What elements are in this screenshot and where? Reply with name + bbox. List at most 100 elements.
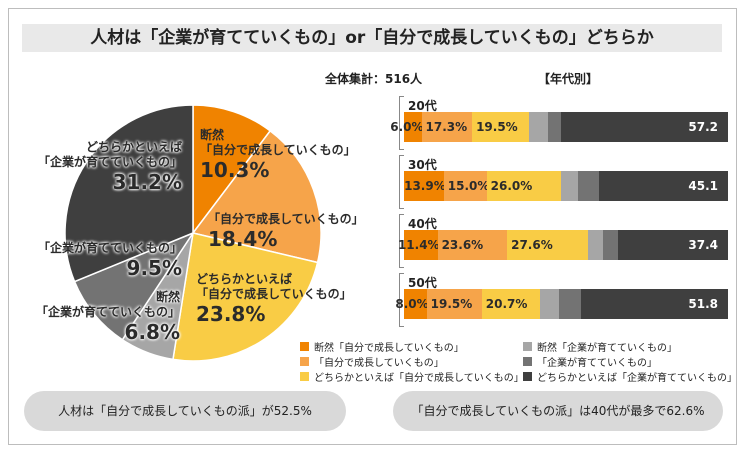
- bar-value-label: 8.0%: [395, 297, 429, 311]
- legend-label: 断然「企業が育てていくもの」: [537, 343, 677, 354]
- legend-label: 「企業が育てていくもの」: [537, 358, 657, 369]
- pie-slice-4-line-2: 「企業が育てていくもの」: [35, 305, 180, 319]
- by-age-label: 【年代別】: [538, 72, 599, 86]
- title-bar: [22, 24, 722, 52]
- bar-segment: 19.5%: [426, 289, 482, 319]
- legend-swatch: [300, 342, 309, 351]
- row-bracket: [399, 155, 404, 209]
- bar-segment: 57.2: [560, 112, 728, 142]
- bar-segment: 17.3%: [421, 112, 473, 142]
- summary-pill-left: 人材は「自分で成長していくもの派」が52.5%: [24, 391, 346, 431]
- bar-segment: 27.6%: [507, 230, 589, 260]
- legend-label: 「自分で成長していくもの」: [314, 358, 444, 369]
- bar-value-label: 51.8: [688, 297, 718, 311]
- legend-item-6: どちらかといえば「企業が育てていくもの」: [523, 369, 737, 384]
- pie-label-slice-5: 「企業が育てていくもの」 9.5%: [36, 241, 182, 280]
- bar-value-label: 15.0%: [447, 179, 490, 193]
- bar-row-30代: 13.9% 15.0% 26.0% 45.1: [404, 171, 728, 201]
- pie-slice-3-line-2: 「自分で成長していくもの」: [196, 287, 352, 301]
- pie-slice-2-value: 18.4%: [208, 227, 278, 251]
- pie-slice-6-value: 31.2%: [112, 170, 182, 194]
- bar-segment: 45.1: [599, 171, 728, 201]
- bar-segment: 23.6%: [437, 230, 508, 260]
- pie-slice-5: [73, 231, 195, 341]
- bar-value-label: 45.1: [688, 179, 718, 193]
- pie-slice-6-line-1: どちらかといえば: [85, 140, 182, 154]
- bar-row-50代: 8.0% 19.5% 20.7% 51.8: [395, 289, 728, 319]
- bar-value-label: 6.0%: [390, 120, 424, 134]
- pie-slice-1: [192, 104, 272, 236]
- pie-label-slice-3: どちらかといえば 「自分で成長していくもの」 23.8%: [196, 272, 352, 326]
- bar-segment: [559, 289, 582, 319]
- row-bracket: [399, 96, 404, 150]
- summary-pill-right: 「自分で成長していくもの派」は40代が最多で62.6%: [393, 391, 723, 431]
- bar-segment: 51.8: [581, 289, 728, 319]
- legend-label: どちらかといえば「自分で成長していくもの」: [314, 373, 524, 384]
- legend-item-3: どちらかといえば「自分で成長していくもの」: [300, 369, 524, 384]
- age-label-20s: 20代: [408, 99, 437, 113]
- pie-slice-2-line-1: 「自分で成長していくもの」: [208, 212, 364, 226]
- age-label-40s: 40代: [408, 217, 437, 231]
- bar-segment: 15.0%: [443, 171, 490, 201]
- bar-segment: 13.9%: [404, 171, 446, 201]
- bar-value-label: 19.5%: [430, 297, 473, 311]
- age-label-50s: 50代: [408, 276, 437, 290]
- bar-value-label: 23.6%: [441, 238, 484, 252]
- bar-value-label: 17.3%: [425, 120, 468, 134]
- pie-label-slice-1: 断然 「自分で成長していくもの」 10.3%: [200, 128, 356, 182]
- legend-swatch: [523, 342, 532, 351]
- chart-title: 人材は「企業が育てていくもの」or「自分で成長していくもの」どちらか: [90, 28, 654, 48]
- pie-label-slice-6: どちらかといえば 「企業が育てていくもの」 31.2%: [36, 140, 182, 194]
- bar-segment: [588, 230, 604, 260]
- pie-slice-5-line-1: 「企業が育てていくもの」: [37, 241, 182, 255]
- bar-segment: 8.0%: [395, 289, 429, 319]
- bar-segment: [578, 171, 600, 201]
- bar-value-label: 11.4%: [397, 238, 440, 252]
- pie-slice-4-line-1: 断然: [155, 290, 180, 304]
- pie-slice-1-line-2: 「自分で成長していくもの」: [200, 143, 356, 157]
- bar-row-40代: 11.4% 23.6% 27.6% 37.4: [398, 230, 729, 260]
- bar-segment: 6.0%: [390, 112, 424, 142]
- bar-segment: 20.7%: [481, 289, 541, 319]
- pie-slice-5-value: 9.5%: [126, 256, 182, 280]
- total-label: 全体集計：516人: [325, 72, 423, 86]
- age-label-30s: 30代: [408, 158, 437, 172]
- pie-slice-3-line-1: どちらかといえば: [196, 272, 293, 286]
- pie-slice-4-value: 6.8%: [124, 320, 180, 344]
- bar-segment: 37.4: [617, 230, 729, 260]
- pie-label-slice-4: 断然 「企業が育てていくもの」 6.8%: [30, 290, 180, 344]
- pie-slice-3: [172, 232, 319, 362]
- bar-row-20代: 6.0% 17.3% 19.5% 57.2: [390, 112, 728, 142]
- legend-label: どちらかといえば「企業が育てていくもの」: [537, 373, 737, 384]
- legend-swatch: [523, 372, 532, 381]
- bar-value-label: 37.4: [688, 238, 719, 252]
- pie-slice-3-value: 23.8%: [196, 302, 266, 326]
- legend-item-1: 断然「自分で成長していくもの」: [300, 339, 464, 354]
- legend-label: 断然「自分で成長していくもの」: [314, 343, 464, 354]
- row-bracket: [399, 214, 404, 268]
- row-bracket: [399, 273, 404, 327]
- pie-slice-1-value: 10.3%: [200, 158, 270, 182]
- legend-item-4: 断然「企業が育てていくもの」: [523, 339, 677, 354]
- legend-item-2: 「自分で成長していくもの」: [300, 354, 444, 369]
- bar-value-label: 19.5%: [476, 120, 518, 134]
- pie-slice-2: [191, 129, 322, 264]
- pie-slice-6: [64, 104, 194, 283]
- legend-swatch: [300, 357, 309, 366]
- bar-value-label: 57.2: [688, 120, 718, 134]
- bar-segment: [603, 230, 618, 260]
- bar-value-label: 13.9%: [404, 179, 446, 193]
- legend-swatch: [300, 372, 309, 381]
- bar-segment: [540, 289, 560, 319]
- bar-value-label: 20.7%: [485, 297, 528, 311]
- pie-label-slice-2: 「自分で成長していくもの」 18.4%: [208, 212, 364, 251]
- bar-segment: 11.4%: [398, 230, 440, 260]
- bar-segment: [529, 112, 548, 142]
- bar-segment: [561, 171, 579, 201]
- pie-slice-1-line-1: 断然: [200, 128, 225, 142]
- pie-slice-6-line-2: 「企業が育てていくもの」: [37, 155, 182, 169]
- legend-swatch: [523, 357, 532, 366]
- bar-segment: [547, 112, 561, 142]
- bar-segment: 26.0%: [486, 171, 561, 201]
